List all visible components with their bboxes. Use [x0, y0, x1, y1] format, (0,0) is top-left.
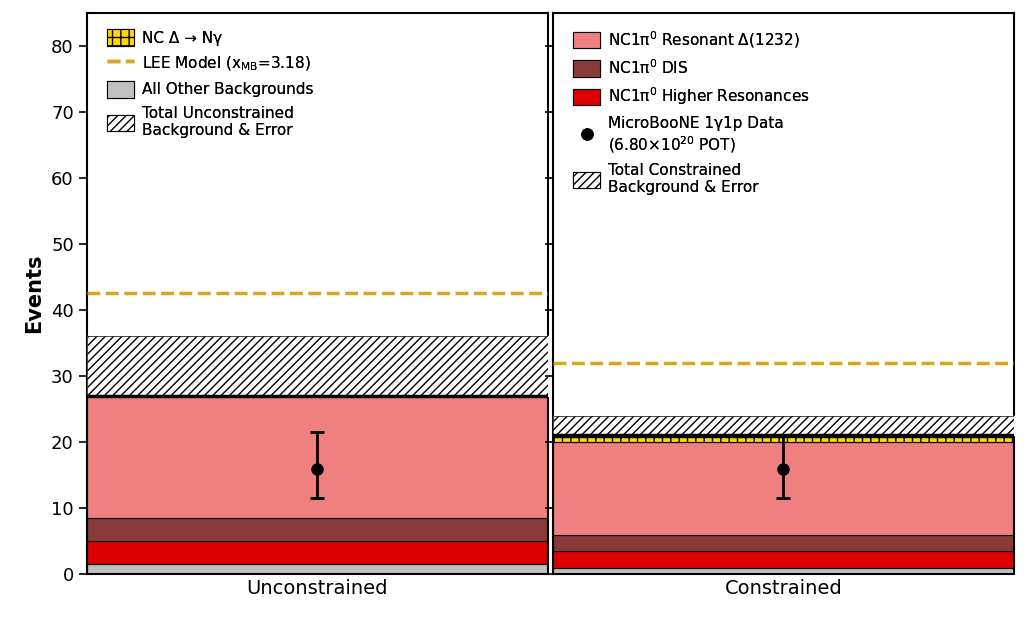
Bar [87, 541, 548, 564]
Bar [553, 535, 1014, 551]
Bar [87, 564, 548, 574]
Legend: NC1π$^0$ Resonant Δ(1232), NC1π$^0$ DIS, NC1π$^0$ Higher Resonances, MicroBooNE : NC1π$^0$ Resonant Δ(1232), NC1π$^0$ DIS,… [569, 26, 813, 198]
Bar [553, 568, 1014, 574]
Bar [87, 518, 548, 541]
Bar [553, 442, 1014, 535]
Bar [87, 389, 548, 518]
Y-axis label: Events: Events [25, 254, 44, 333]
Bar [553, 551, 1014, 568]
Legend: NC Δ → Nγ, LEE Model (x$_\mathrm{MB}$=3.18), All Other Backgrounds, Total Uncons: NC Δ → Nγ, LEE Model (x$_\mathrm{MB}$=3.… [103, 26, 316, 142]
Bar [87, 360, 548, 389]
Bar [553, 422, 1014, 442]
